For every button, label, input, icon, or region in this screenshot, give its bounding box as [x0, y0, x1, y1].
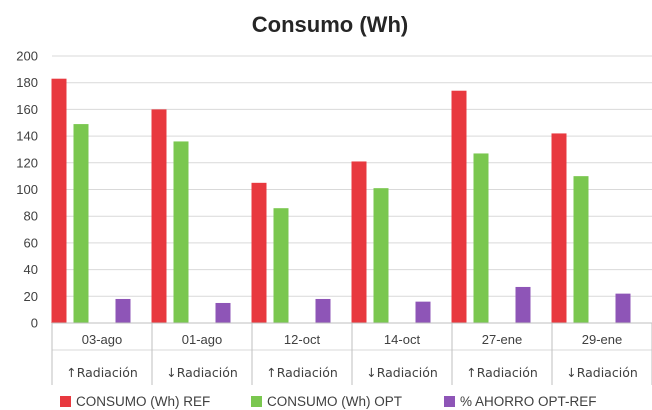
bar-ref-29-ene [551, 133, 567, 323]
bar-ref-03-ago [51, 78, 67, 323]
x-subcategory-label: ↓Radiación [566, 365, 638, 380]
y-tick-label: 0 [31, 316, 38, 331]
bar-ahorro-27-ene [515, 286, 531, 323]
bar-ref-27-ene [451, 90, 467, 324]
bar-opt-01-ago [173, 141, 189, 323]
bar-ahorro-03-ago [115, 298, 131, 323]
chart-title: Consumo (Wh) [252, 12, 408, 37]
y-tick-label: 20 [24, 289, 38, 304]
y-tick-label: 80 [24, 209, 38, 224]
x-subcategory-label: ↑Radiación [266, 365, 338, 380]
x-category-label: 27-ene [482, 332, 522, 347]
legend-item: CONSUMO (Wh) OPT [251, 394, 402, 409]
legend-label: % AHORRO OPT-REF [460, 394, 597, 409]
legend-item: % AHORRO OPT-REF [444, 394, 597, 409]
y-tick-label: 180 [16, 75, 38, 90]
legend-label: CONSUMO (Wh) REF [76, 394, 210, 409]
bars [51, 78, 631, 324]
legend-swatch [444, 396, 455, 407]
x-category-labels: 03-ago ↑Radiación 01-ago ↓Radiación 12-oct ↑R… [66, 332, 638, 380]
y-tick-label: 200 [16, 49, 38, 64]
legend: CONSUMO (Wh) REF CONSUMO (Wh) OPT % AHORRO… [60, 394, 597, 409]
bar-opt-03-ago [73, 124, 89, 324]
bar-ahorro-29-ene [615, 293, 631, 323]
bar-ref-14-oct [351, 161, 367, 323]
y-tick-label: 100 [16, 182, 38, 197]
x-subcategory-label: ↑Radiación [66, 365, 138, 380]
bar-ref-01-ago [151, 109, 167, 324]
y-tick-label: 60 [24, 235, 38, 250]
bar-ahorro-14-oct [415, 301, 431, 323]
legend-item: CONSUMO (Wh) REF [60, 394, 210, 409]
x-category-label: 29-ene [582, 332, 622, 347]
legend-swatch [251, 396, 262, 407]
bar-ref-12-oct [251, 182, 267, 323]
axes [51, 322, 652, 385]
bar-ahorro-12-oct [315, 298, 331, 323]
x-category-label: 12-oct [284, 332, 321, 347]
y-tick-labels: 0 20 40 60 80 100 120 140 160 180 200 [16, 49, 38, 331]
x-subcategory-label: ↓Radiación [366, 365, 438, 380]
x-category-label: 01-ago [182, 332, 222, 347]
x-category-label: 14-oct [384, 332, 421, 347]
legend-swatch [60, 396, 71, 407]
y-tick-label: 120 [16, 155, 38, 170]
x-subcategory-label: ↓Radiación [166, 365, 238, 380]
y-tick-label: 40 [24, 262, 38, 277]
y-tick-label: 140 [16, 129, 38, 144]
y-tick-label: 160 [16, 102, 38, 117]
x-subcategory-label: ↑Radiación [466, 365, 538, 380]
bar-ahorro-01-ago [215, 302, 231, 323]
legend-label: CONSUMO (Wh) OPT [267, 394, 402, 409]
bar-opt-27-ene [473, 153, 489, 323]
x-category-label: 03-ago [82, 332, 122, 347]
bar-opt-14-oct [373, 188, 389, 323]
bar-opt-29-ene [573, 176, 589, 323]
bar-opt-12-oct [273, 208, 289, 323]
